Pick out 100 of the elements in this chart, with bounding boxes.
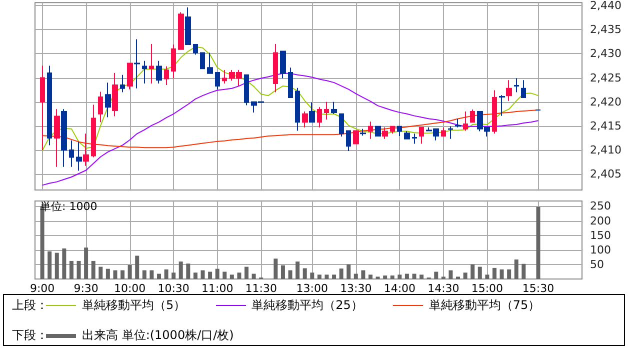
bar xyxy=(288,270,292,279)
y-tick-label: 2,440 xyxy=(590,0,622,12)
x-tick-label: 10:30 xyxy=(158,282,190,295)
candlestick xyxy=(171,44,176,79)
bar xyxy=(500,269,504,279)
bar xyxy=(164,269,168,279)
candlestick xyxy=(83,133,89,166)
candlestick xyxy=(412,133,417,144)
bar xyxy=(324,274,329,279)
bar xyxy=(478,266,482,279)
bar xyxy=(252,274,256,279)
candlestick xyxy=(193,44,198,56)
x-tick-label: 15:30 xyxy=(522,282,554,295)
bar xyxy=(186,264,190,279)
candlestick xyxy=(178,12,184,50)
legend-label: 出来高 単位:(1000株/口/枚) xyxy=(82,327,234,344)
x-tick-label: 14:00 xyxy=(384,282,416,295)
y-tick-label: 2,405 xyxy=(590,168,622,181)
x-tick-label: 9:30 xyxy=(74,282,98,295)
bar xyxy=(200,270,205,279)
legend-label: 単純移動平均（25） xyxy=(252,297,363,314)
candlestick xyxy=(149,44,154,84)
bar xyxy=(514,260,518,279)
bar xyxy=(404,274,409,279)
candlestick xyxy=(280,50,286,79)
bar xyxy=(368,274,372,279)
legend-title: 上段： xyxy=(12,297,48,314)
bar xyxy=(280,265,285,279)
legend-title: 下段： xyxy=(12,327,48,344)
bar xyxy=(113,270,118,279)
bar xyxy=(120,270,125,279)
y-tick-label: 200 xyxy=(590,214,611,228)
x-tick-label: 13:30 xyxy=(340,282,372,295)
candlestick xyxy=(302,110,308,128)
candlestick xyxy=(200,52,205,70)
candlestick xyxy=(463,110,468,132)
candlestick xyxy=(404,130,410,140)
y-tick-label: 2,430 xyxy=(590,47,622,60)
candlestick xyxy=(360,128,366,136)
y-tick-label: 250 xyxy=(590,200,611,213)
bar xyxy=(354,274,358,279)
bar xyxy=(536,206,540,279)
bar xyxy=(522,264,526,279)
candlestick xyxy=(390,126,395,134)
x-tick-label: 10:00 xyxy=(114,282,146,295)
bar xyxy=(332,274,336,279)
bar xyxy=(91,260,96,279)
candlestick xyxy=(127,62,133,90)
bar xyxy=(492,268,496,279)
candlestick xyxy=(61,108,67,168)
candlestick xyxy=(455,118,461,128)
candlestick xyxy=(76,141,82,172)
candlestick xyxy=(309,102,315,123)
candlestick xyxy=(419,126,424,144)
bar xyxy=(208,272,212,279)
candlestick xyxy=(215,72,220,90)
candlestick xyxy=(164,66,169,86)
bar xyxy=(383,276,388,279)
bar xyxy=(412,274,416,279)
legend-label: 単純移動平均（75） xyxy=(428,297,540,314)
candlestick xyxy=(91,104,96,158)
candlestick xyxy=(244,74,249,106)
y-tick-label: 2,425 xyxy=(590,71,622,84)
candlestick xyxy=(382,126,388,140)
candlestick xyxy=(346,130,351,152)
bar xyxy=(222,272,227,279)
candlestick xyxy=(448,126,453,140)
bar xyxy=(178,262,183,279)
bar xyxy=(172,272,176,279)
y-tick-label: 2,420 xyxy=(590,95,622,108)
x-tick-label: 9:00 xyxy=(30,282,55,295)
bar xyxy=(84,248,88,279)
candlestick xyxy=(324,101,329,120)
bar xyxy=(54,252,59,279)
x-tick-label: 13:00 xyxy=(296,282,328,295)
candlestick xyxy=(295,87,300,132)
bar xyxy=(390,276,394,279)
bar xyxy=(230,274,234,279)
bar xyxy=(76,260,81,279)
bar xyxy=(463,272,468,279)
bar xyxy=(346,264,351,279)
candlestick xyxy=(441,126,446,137)
candlestick xyxy=(353,130,359,144)
x-tick-label: 14:30 xyxy=(428,282,460,295)
candlestick xyxy=(47,65,52,146)
candlestick xyxy=(98,91,103,123)
candlestick xyxy=(288,67,293,98)
bar xyxy=(150,270,154,279)
candlestick xyxy=(142,60,147,84)
bar xyxy=(106,268,110,279)
y-tick-label: 150 xyxy=(590,228,611,242)
x-tick-label: 11:00 xyxy=(201,282,234,295)
candlestick xyxy=(339,113,344,138)
candlestick xyxy=(331,101,337,114)
x-tick-label: 15:00 xyxy=(471,282,504,295)
bar xyxy=(398,274,402,279)
bar xyxy=(434,272,438,279)
bar xyxy=(142,270,146,279)
bar xyxy=(237,272,242,279)
candlestick xyxy=(207,52,213,74)
